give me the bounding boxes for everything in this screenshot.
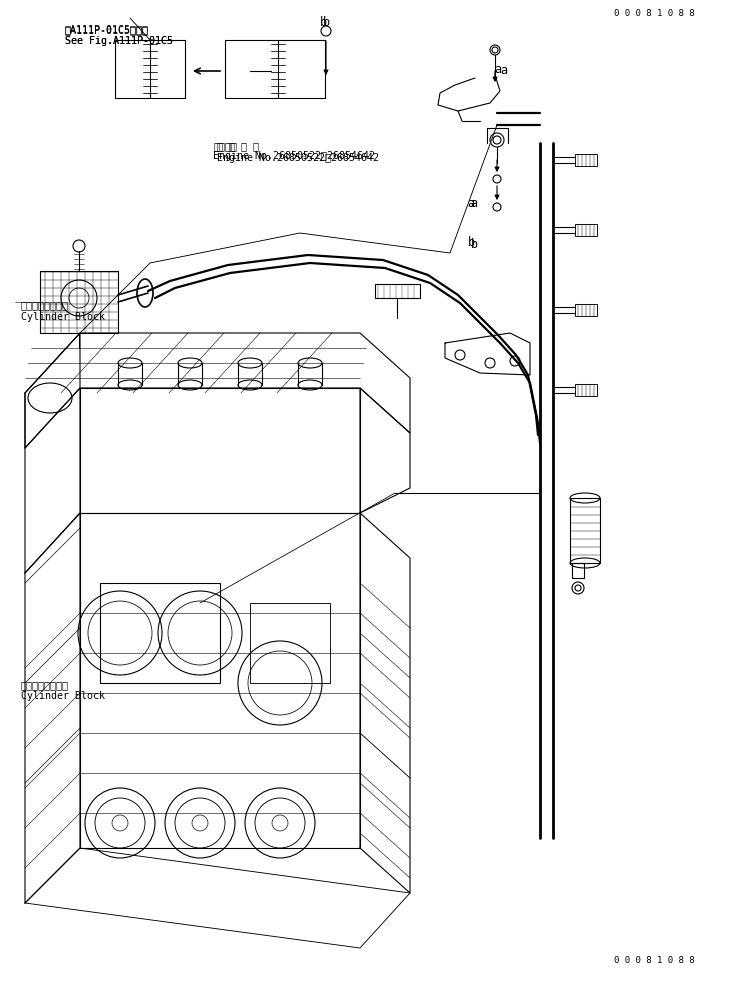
Text: シリンダブロック: シリンダブロック: [21, 680, 68, 690]
Text: Cylinder Block: Cylinder Block: [21, 691, 104, 701]
Bar: [575, 224, 597, 236]
Text: Cylinder Block: Cylinder Block: [21, 312, 104, 321]
Text: a: a: [470, 197, 478, 209]
Text: 0 0 0 8 1 0 8 8: 0 0 0 8 1 0 8 8: [614, 9, 695, 18]
Bar: [225, 40, 325, 98]
Text: b: b: [320, 16, 327, 29]
Text: a: a: [467, 197, 475, 209]
Bar: [100, 583, 220, 683]
Text: 適 用 号 機: 適 用 号 機: [217, 142, 259, 151]
Bar: [375, 284, 420, 298]
Text: See Fig.A111P-01C5: See Fig.A111P-01C5: [65, 36, 173, 46]
Bar: [40, 271, 118, 333]
Text: 第A111P-01C5図参照: 第A111P-01C5図参照: [65, 26, 148, 35]
Text: a: a: [500, 64, 507, 77]
Text: b: b: [470, 238, 478, 251]
Bar: [572, 563, 584, 578]
Text: b: b: [467, 236, 475, 249]
Text: 第A111P-01C5図参照: 第A111P-01C5図参照: [65, 25, 148, 34]
Bar: [570, 498, 600, 563]
Text: シリンダブロック: シリンダブロック: [21, 300, 68, 310]
Bar: [575, 154, 597, 166]
Text: See Fig.A111P-01C5: See Fig.A111P-01C5: [65, 36, 173, 46]
Bar: [575, 304, 597, 316]
Bar: [115, 40, 185, 98]
Bar: [575, 384, 597, 396]
Text: Engine No.26850522～26854642: Engine No.26850522～26854642: [217, 153, 379, 163]
Bar: [250, 603, 330, 683]
Text: Engine No.26850522～26854642: Engine No.26850522～26854642: [213, 151, 375, 161]
Text: 0 0 0 8 1 0 8 8: 0 0 0 8 1 0 8 8: [614, 956, 695, 965]
Text: a: a: [495, 63, 502, 76]
Text: b: b: [323, 16, 330, 29]
Text: 適用号機: 適用号機: [213, 142, 237, 151]
